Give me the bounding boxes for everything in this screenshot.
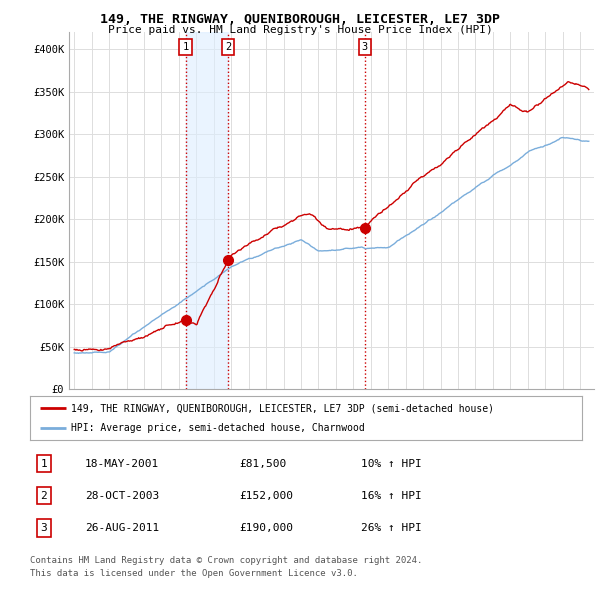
- Text: 10% ↑ HPI: 10% ↑ HPI: [361, 458, 422, 468]
- Text: 2: 2: [40, 491, 47, 500]
- Text: 1: 1: [182, 42, 188, 52]
- Text: This data is licensed under the Open Government Licence v3.0.: This data is licensed under the Open Gov…: [30, 569, 358, 578]
- Text: 16% ↑ HPI: 16% ↑ HPI: [361, 491, 422, 500]
- Text: 149, THE RINGWAY, QUENIBOROUGH, LEICESTER, LE7 3DP: 149, THE RINGWAY, QUENIBOROUGH, LEICESTE…: [100, 13, 500, 26]
- Text: Price paid vs. HM Land Registry's House Price Index (HPI): Price paid vs. HM Land Registry's House …: [107, 25, 493, 35]
- Text: 26% ↑ HPI: 26% ↑ HPI: [361, 523, 422, 533]
- Text: £81,500: £81,500: [240, 458, 287, 468]
- Text: £152,000: £152,000: [240, 491, 294, 500]
- Text: 18-MAY-2001: 18-MAY-2001: [85, 458, 160, 468]
- Text: 26-AUG-2011: 26-AUG-2011: [85, 523, 160, 533]
- Text: 1: 1: [40, 458, 47, 468]
- Text: 3: 3: [40, 523, 47, 533]
- Text: 28-OCT-2003: 28-OCT-2003: [85, 491, 160, 500]
- Text: HPI: Average price, semi-detached house, Charnwood: HPI: Average price, semi-detached house,…: [71, 423, 365, 433]
- Text: 3: 3: [362, 42, 368, 52]
- Text: 149, THE RINGWAY, QUENIBOROUGH, LEICESTER, LE7 3DP (semi-detached house): 149, THE RINGWAY, QUENIBOROUGH, LEICESTE…: [71, 403, 494, 413]
- Text: £190,000: £190,000: [240, 523, 294, 533]
- Text: Contains HM Land Registry data © Crown copyright and database right 2024.: Contains HM Land Registry data © Crown c…: [30, 556, 422, 565]
- Bar: [185, 32, 228, 389]
- Text: 2: 2: [225, 42, 231, 52]
